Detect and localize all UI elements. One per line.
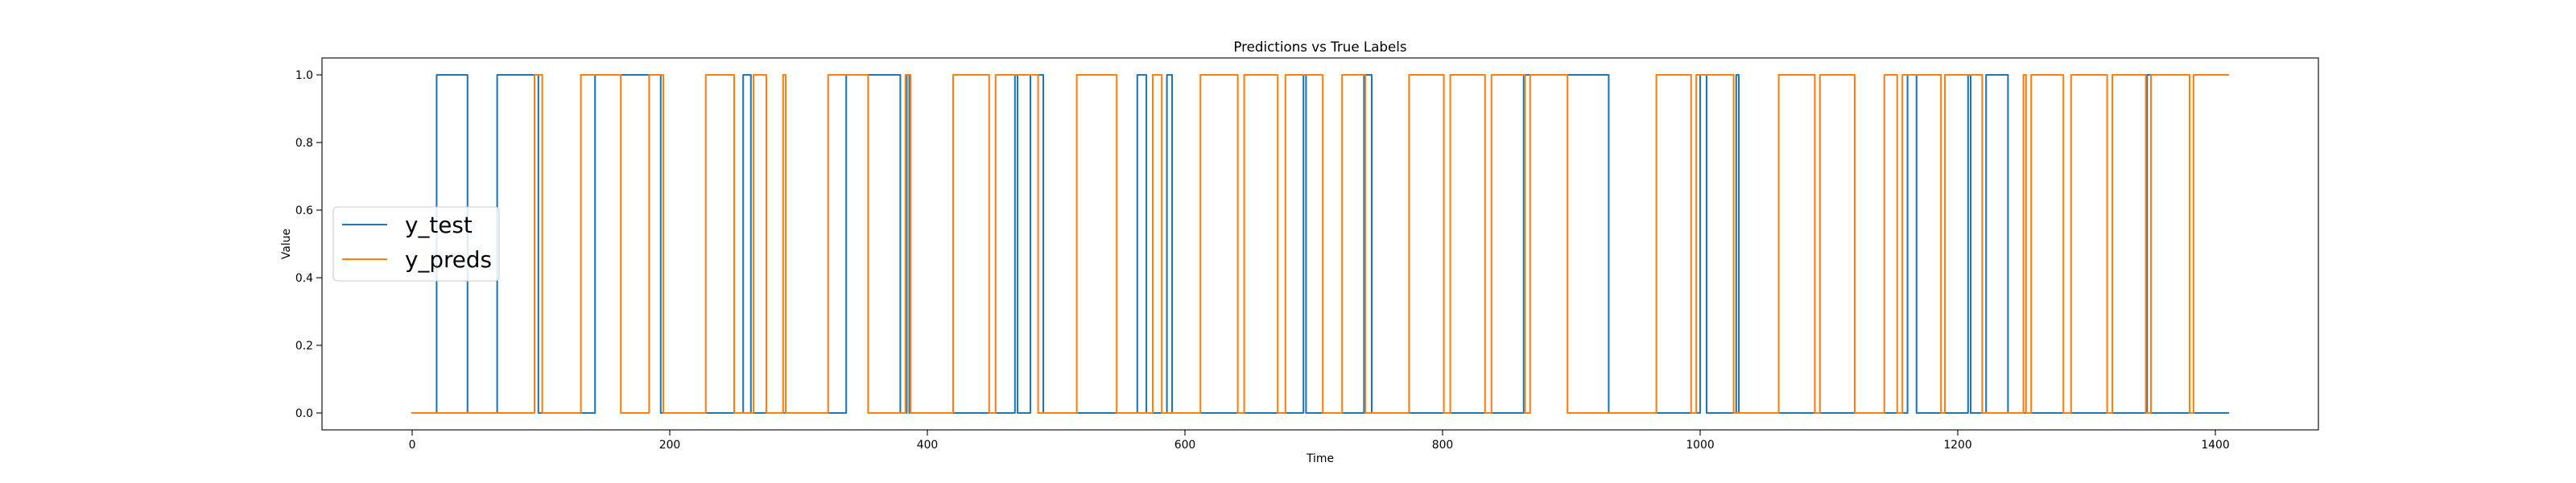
legend-label-y_test: y_test [405,212,473,238]
x-tick-label: 0 [409,439,416,452]
y-tick-label: 1.0 [295,69,313,82]
x-tick-label: 200 [659,439,681,452]
series-line-y_preds [411,73,2230,415]
x-tick-label: 800 [1432,439,1454,452]
chart-title: Predictions vs True Labels [1233,39,1406,55]
x-tick-label: 400 [917,439,939,452]
plot-frame [321,57,2319,431]
x-tick-label: 1000 [1686,439,1714,452]
series-line-y_test [411,73,2230,415]
y-tick-label: 0.6 [295,204,313,217]
y-tick-label: 0.4 [295,272,313,285]
legend-label-y_preds: y_preds [405,246,492,273]
x-axis-ticks: 0 200 400 600 800 1000 1200 1400 [409,430,2230,452]
y-axis-ticks: 0.0 0.2 0.4 0.6 0.8 1.0 [295,69,322,420]
y-tick-label: 0.8 [295,137,313,150]
series-layer [411,73,2230,415]
y-axis-label: Value [280,229,293,259]
y-tick-label: 0.0 [295,407,313,420]
x-tick-label: 1400 [2201,439,2229,452]
x-axis-label: Time [1306,452,1334,465]
x-tick-label: 600 [1174,439,1196,452]
x-tick-label: 1200 [1943,439,1971,452]
y-tick-label: 0.2 [295,340,313,353]
legend: y_test y_preds [332,206,500,282]
